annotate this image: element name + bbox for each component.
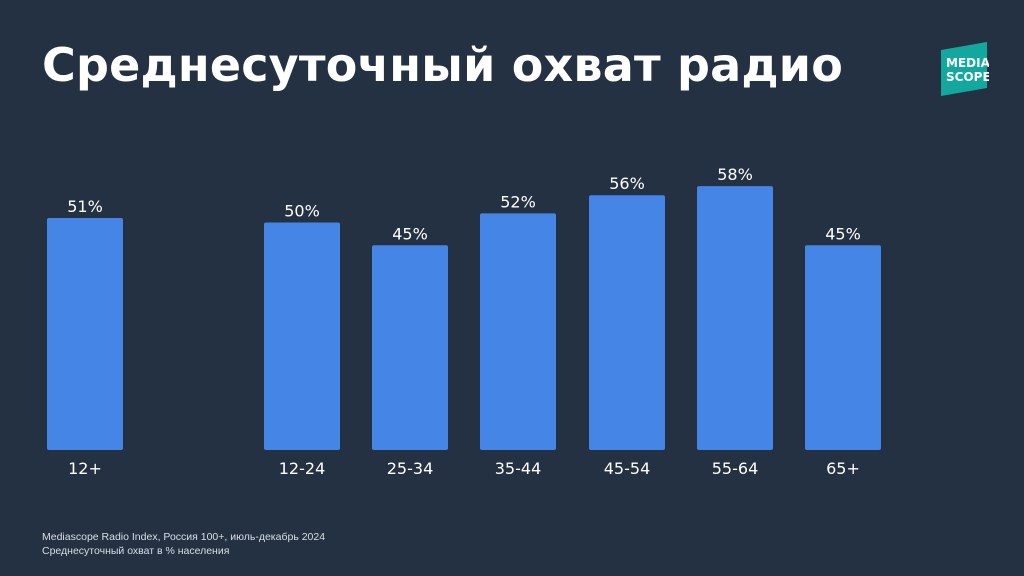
value-label-35-44: 52%	[500, 192, 536, 211]
value-label-12-24: 50%	[284, 202, 320, 221]
value-label-25-34: 45%	[392, 224, 428, 243]
category-label-25-34: 25-34	[387, 459, 434, 478]
mediascope-logo: MEDIA SCOPE	[941, 42, 989, 96]
value-label-55-64: 58%	[717, 165, 753, 184]
bar-25-34	[372, 245, 448, 450]
value-label-45-54: 56%	[609, 174, 645, 193]
footnote-source: Mediascope Radio Index, Россия 100+, июл…	[42, 531, 326, 543]
slide-title: Среднесуточный охват радио	[42, 38, 843, 92]
category-label-35-44: 35-44	[495, 459, 542, 478]
value-label-65+: 45%	[825, 224, 861, 243]
logo-text-line1: MEDIA	[946, 56, 989, 70]
bar-45-54	[589, 195, 665, 450]
category-label-45-54: 45-54	[604, 459, 651, 478]
bar-55-64	[697, 186, 773, 450]
value-label-12+: 51%	[67, 197, 103, 216]
logo-text-line2: SCOPE	[946, 70, 989, 84]
bar-65+	[805, 245, 881, 450]
category-label-65+: 65+	[826, 459, 860, 478]
footnote-metric: Среднесуточный охват в % населения	[42, 545, 230, 557]
logo-badge	[941, 42, 987, 96]
category-label-12-24: 12-24	[279, 459, 326, 478]
bar-35-44	[480, 213, 556, 450]
bar-12-24	[264, 222, 340, 450]
category-label-55-64: 55-64	[712, 459, 759, 478]
category-label-12+: 12+	[68, 459, 102, 478]
bar-12+	[47, 217, 123, 450]
